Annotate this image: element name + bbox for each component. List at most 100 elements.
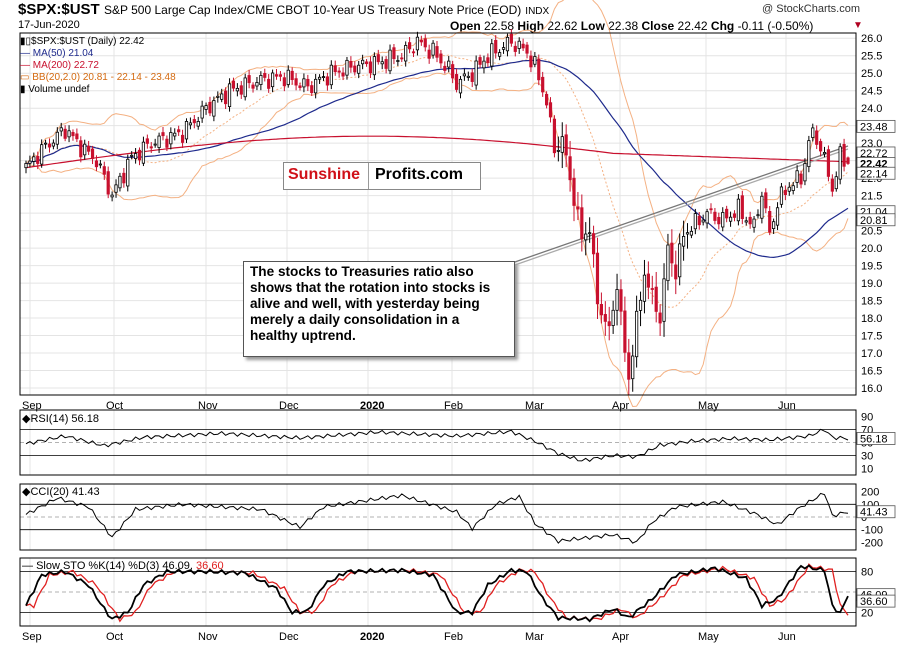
candle-body xyxy=(302,78,306,88)
candle-body xyxy=(725,208,729,219)
indicator-value-box xyxy=(856,432,896,445)
legend-main-text: $SPX:$UST (Daily) 22.42 xyxy=(31,36,145,47)
candle-body xyxy=(267,78,271,89)
month-label: 2020 xyxy=(360,400,384,412)
candle-body xyxy=(595,252,600,305)
candle-body xyxy=(251,84,255,89)
candle-body xyxy=(682,236,686,247)
ohlc-readout: Open 22.58 High 22.62 Low 22.38 Close 22… xyxy=(450,19,813,33)
rsi-title: ◆RSI(14) 56.18 xyxy=(22,413,99,425)
rsi-line xyxy=(25,428,849,462)
candle-body xyxy=(498,52,502,57)
legend-bb: ▭ BB(20,2.0) 20.81 - 22.14 - 23.48 xyxy=(20,72,176,83)
candle-body xyxy=(208,101,212,114)
candle-body xyxy=(130,154,134,157)
month-label-bottom: Mar xyxy=(525,631,544,643)
candle-body xyxy=(572,177,576,206)
month-label: Jun xyxy=(778,400,796,412)
sto-panel-frame xyxy=(19,557,857,627)
down-arrow-icon: ▼ xyxy=(853,20,863,31)
candle-body xyxy=(791,185,795,191)
price-box xyxy=(856,119,896,133)
candle-body xyxy=(400,57,404,60)
candle-body xyxy=(118,175,122,189)
candle-body xyxy=(102,166,106,175)
candle-body xyxy=(548,102,553,118)
candle-body xyxy=(321,76,326,79)
candle-body xyxy=(184,121,189,140)
axis-labels: 26.025.525.024.524.023.523.022.522.021.5… xyxy=(22,33,896,643)
candle-body xyxy=(599,304,603,316)
candle-body xyxy=(314,78,318,94)
candle-body xyxy=(388,49,392,72)
candle-body xyxy=(642,274,647,302)
candle-body xyxy=(435,46,439,58)
candle-body xyxy=(200,105,204,119)
candle-body xyxy=(783,189,787,196)
candle-body xyxy=(36,155,40,164)
candle-body xyxy=(619,289,623,312)
candle-body xyxy=(180,134,185,143)
month-label: Sep xyxy=(22,400,42,412)
annotation-box: The stocks to Treasuries ratio also show… xyxy=(243,261,515,357)
month-label: Dec xyxy=(279,400,299,412)
month-label-bottom: May xyxy=(698,631,719,643)
candle-body xyxy=(224,90,228,105)
candle-body xyxy=(255,82,259,87)
candle-body xyxy=(638,299,643,311)
candle-body xyxy=(509,33,513,44)
candle-body xyxy=(177,129,181,133)
candle-body xyxy=(819,141,823,152)
chart-symbol: $SPX:$UST xyxy=(18,1,100,18)
legend-ma200: — MA(200) 22.72 xyxy=(20,60,99,71)
candle-body xyxy=(748,216,752,225)
candle-body xyxy=(779,186,784,205)
candle-body xyxy=(470,72,474,82)
candle-body xyxy=(693,213,697,230)
price-box-label: 20.81 xyxy=(860,215,888,227)
close-value: 22.42 xyxy=(677,19,708,33)
candle-body xyxy=(271,72,275,88)
candle-body xyxy=(141,141,146,164)
candle-body xyxy=(32,156,36,162)
candle-body xyxy=(486,57,490,64)
candle-body xyxy=(231,80,236,89)
candle-body xyxy=(458,78,463,94)
candle-body xyxy=(376,54,380,63)
price-tick-label: 17.0 xyxy=(861,348,882,360)
candle-body xyxy=(501,47,506,50)
chg-label: Chg xyxy=(710,19,735,33)
candle-body xyxy=(212,100,216,117)
cci-tick-label: 200 xyxy=(861,487,879,499)
candle-body xyxy=(353,65,357,73)
low-value: 22.38 xyxy=(608,19,639,33)
candle-body xyxy=(756,214,760,217)
candle-body xyxy=(110,194,114,198)
candle-body xyxy=(803,163,807,182)
candle-body xyxy=(627,352,631,380)
candle-body xyxy=(775,207,780,226)
candle-body xyxy=(83,143,87,156)
month-label-bottom: Sep xyxy=(22,631,42,643)
legend-main: ▮▯$SPX:$UST (Daily) 22.42 xyxy=(20,36,176,48)
candle-body xyxy=(815,130,819,145)
rsi-tick-label: 10 xyxy=(861,464,873,476)
candle-body xyxy=(153,143,157,146)
candle-body xyxy=(28,160,32,164)
candle-body xyxy=(380,61,384,65)
candle-body xyxy=(752,218,756,228)
candle-body xyxy=(126,158,130,187)
candle-body xyxy=(372,56,376,76)
candle-body xyxy=(678,243,682,278)
candle-body xyxy=(51,142,55,147)
candle-body xyxy=(368,61,373,74)
candle-body xyxy=(169,132,173,145)
price-box-label: 22.72 xyxy=(860,148,888,160)
candle-body xyxy=(454,74,459,90)
candle-body xyxy=(545,93,549,106)
candle-body xyxy=(408,42,412,50)
sto-d-line xyxy=(25,563,849,623)
candle-body xyxy=(768,211,772,233)
sto-title: — Slow STO %K(14) %D(3) 46.09, 36.60 xyxy=(22,560,224,572)
candle-body xyxy=(274,74,279,77)
